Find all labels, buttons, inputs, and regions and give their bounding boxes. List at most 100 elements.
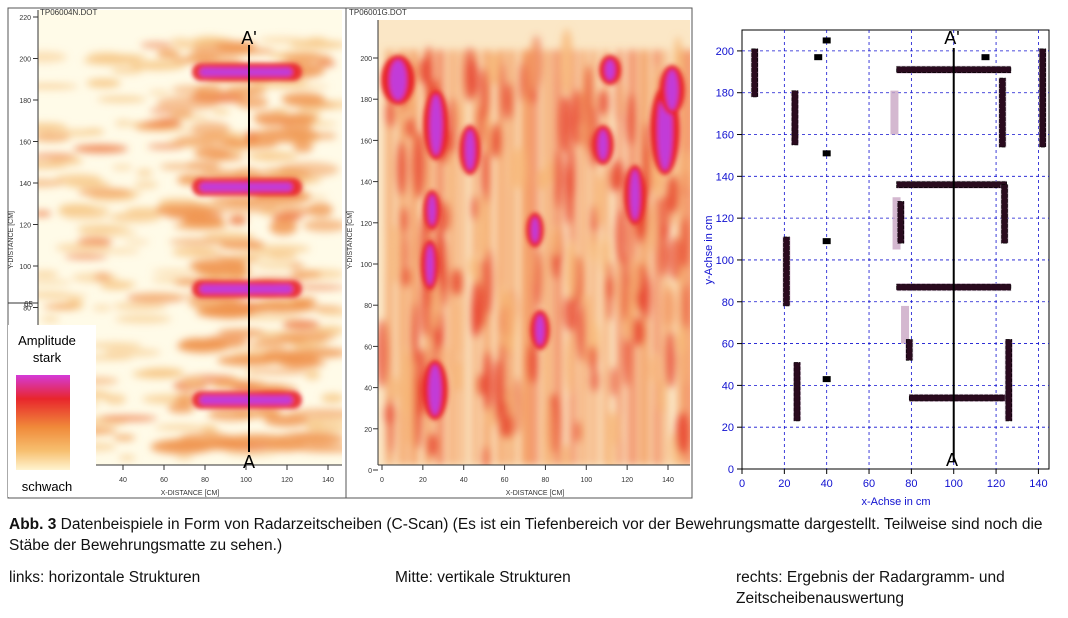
left-heat-blob [251, 244, 311, 254]
middle-heat-streak [497, 50, 505, 465]
middle-y-tick-label: 80 [364, 303, 372, 310]
middle-heat-blob [541, 401, 556, 465]
middle-heat-blob [615, 256, 622, 320]
middle-heat-blob [404, 117, 416, 138]
middle-y-tick-label: 140 [360, 180, 372, 187]
right-vertical-bar [783, 236, 790, 307]
middle-y-tick-label: 0 [368, 468, 372, 475]
middle-heat-blob [502, 289, 516, 355]
left-heat-blob [305, 420, 324, 430]
left-heat-blob [142, 121, 174, 126]
middle-y-ticks: 0 20 40 60 80 100 120 140 160 180 200 [360, 56, 378, 475]
middle-heat-blob [537, 169, 547, 190]
middle-heat-blob [563, 147, 576, 202]
middle-y-tick-label: 160 [360, 138, 372, 145]
right-x-tick-label: 80 [905, 478, 917, 490]
middle-heat-blob [488, 52, 500, 86]
left-heat-blob [114, 315, 172, 323]
right-ticks: 0 20 40 60 80 100 120 140 0 20 40 60 80 100 120 140 160 1… [716, 46, 1048, 490]
middle-peak-core [535, 315, 545, 345]
caption-text: Datenbeispiele in Form von Radarzeitsche… [9, 516, 1043, 554]
left-y-tick-label: 140 [19, 181, 31, 188]
left-heat-blob [149, 108, 174, 115]
middle-heat-blob [490, 128, 497, 154]
left-heat-blob [38, 179, 65, 187]
middle-peak-core [630, 170, 640, 220]
middle-heat-blob [534, 249, 542, 308]
middle-heat-blob [666, 174, 679, 215]
caption-right-1: rechts: Ergebnis der Radargramm- und [736, 569, 1005, 586]
left-heat-blob [251, 78, 308, 89]
left-heat-blob [86, 78, 121, 88]
left-heat-blob [320, 393, 342, 403]
middle-x-axis-title: X-DISTANCE [CM] [506, 490, 565, 497]
left-heat-blob [282, 53, 333, 64]
right-y-tick-label: 140 [716, 171, 734, 183]
right-marks [750, 37, 1047, 461]
middle-heat-blob [574, 420, 581, 443]
left-heat-blob [131, 369, 183, 379]
left-heat-blob [151, 269, 197, 275]
middle-peak-core [465, 130, 475, 170]
middle-heat-blob [665, 330, 676, 389]
left-heat-blob [99, 415, 158, 422]
middle-heat-blob [614, 209, 629, 265]
left-heat-blob [38, 293, 88, 299]
left-heat-blob [224, 265, 250, 277]
left-heat-blob [97, 96, 147, 103]
left-stripe-peak [200, 396, 292, 404]
left-heat-blob [71, 272, 119, 283]
middle-peak-core [426, 245, 434, 285]
right-x-tick-label: 0 [739, 478, 745, 490]
left-heat-blob [205, 305, 254, 319]
middle-heat-blob [633, 319, 645, 347]
middle-heat-blob [589, 368, 600, 393]
left-heat-blob [269, 251, 297, 261]
right-x-tick-label: 100 [945, 478, 963, 490]
left-heat-blob [281, 92, 326, 106]
right-vertical-bar [905, 339, 913, 361]
middle-heat-blob [401, 232, 409, 277]
middle-heat-blob [413, 380, 423, 450]
middle-heat-blob [453, 295, 461, 362]
left-heat-blob [282, 319, 320, 330]
right-y-axis-title: y-Achse in cm [703, 215, 715, 284]
left-heat-blob [103, 348, 161, 357]
right-vertical-bar [1005, 339, 1013, 422]
right-top-marker: A' [944, 28, 959, 48]
left-heat-blob [154, 424, 207, 430]
left-stripe-peak [200, 183, 292, 191]
left-x-tick-label: 140 [322, 477, 334, 484]
middle-heat-blob [680, 216, 690, 269]
left-heat-blob [254, 407, 282, 415]
left-heat-blob [252, 128, 321, 143]
middle-heat-blob [518, 61, 526, 103]
middle-heat-streak [520, 50, 531, 465]
middle-heat-blob [680, 150, 690, 192]
middle-heat-blob [675, 411, 690, 455]
middle-heat-blob [447, 97, 458, 155]
right-vertical-bar [897, 201, 905, 244]
middle-heat-blob [606, 261, 614, 322]
left-heat-blob [291, 297, 317, 306]
left-heat-blob [211, 108, 231, 115]
middle-heat-blob [610, 159, 625, 191]
right-y-tick-label: 200 [716, 46, 734, 58]
right-vertical-bar [1039, 48, 1046, 148]
middle-x-tick-label: 40 [460, 477, 468, 484]
left-heat-blob [228, 215, 248, 225]
left-heat-blob [112, 164, 133, 171]
middle-heat-blob [662, 281, 677, 338]
left-heat-blob [276, 331, 338, 342]
left-heat-blob [212, 40, 257, 50]
left-heat-blob [64, 180, 112, 188]
right-small-mark [822, 37, 831, 44]
right-y-tick-label: 60 [722, 339, 734, 351]
left-heat-blob [104, 393, 127, 405]
left-heat-blob [269, 219, 298, 235]
left-x-tick-label: 40 [119, 477, 127, 484]
middle-y-tick-label: 60 [364, 344, 372, 351]
middle-heat-blob [479, 67, 490, 122]
left-heat-blob [38, 270, 59, 278]
left-heat-blob [38, 210, 52, 217]
